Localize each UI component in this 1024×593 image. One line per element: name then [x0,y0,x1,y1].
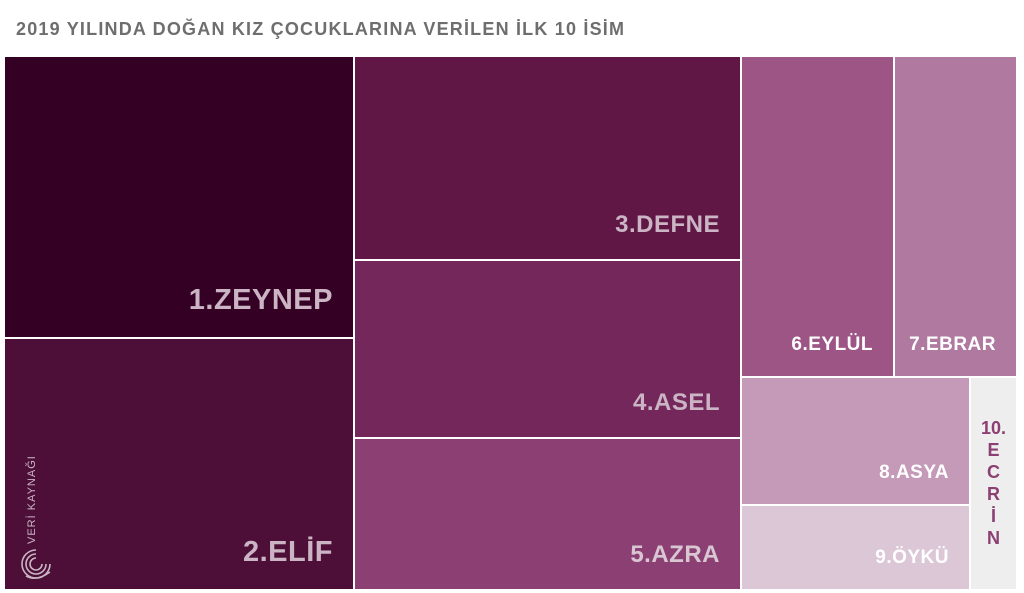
treemap-cell-8: 8.ASYA [741,377,970,505]
treemap-cell-label-5: 5.AZRA [630,541,720,568]
veri-kaynagi-logo: VERİ KAYNAĞI [16,455,56,582]
chart-title: 2019 YILINDA DOĞAN KIZ ÇOCUKLARINA VERİL… [16,19,626,39]
treemap-cell-label-line: R [987,483,1000,504]
treemap-cell-label-9: 9.ÖYKÜ [875,547,949,568]
treemap-cell-5: 5.AZRA [354,438,741,590]
treemap-cell-label-line: N [987,527,1000,548]
treemap-cell-label-4: 4.ASEL [632,389,720,416]
treemap-cell-label-3: 3.DEFNE [615,211,720,238]
treemap-cell-label-line: C [987,461,1000,482]
logo-mark-icon [21,549,51,580]
treemap-cell-label-line: E [987,439,1000,460]
treemap-cell-4: 4.ASEL [354,260,741,438]
treemap-cell-label-line: 10. [980,418,1007,438]
treemap-cell-label-10: 10. E C R İ N [971,418,1016,550]
treemap-cell-10: 10. E C R İ N [970,377,1017,590]
treemap-cell-6: 6.EYLÜL [741,56,894,377]
treemap-cell-label-line: İ [990,505,996,526]
treemap-cell-9: 9.ÖYKÜ [741,505,970,590]
logo-text: VERİ KAYNAĞI [26,455,38,544]
treemap-cell-3: 3.DEFNE [354,56,741,260]
treemap-cell-1: 1.ZEYNEP [4,56,354,338]
treemap-cell-label-2: 2.ELİF [242,536,333,568]
treemap-cell-label-7: 7.EBRAR [909,334,996,355]
treemap-cell-label-8: 8.ASYA [879,462,949,483]
treemap-cell-2: 2.ELİF [4,338,354,590]
treemap-cell-label-6: 6.EYLÜL [791,334,873,355]
treemap-cell-7: 7.EBRAR [894,56,1017,377]
treemap-cell-label-1: 1.ZEYNEP [188,284,333,316]
